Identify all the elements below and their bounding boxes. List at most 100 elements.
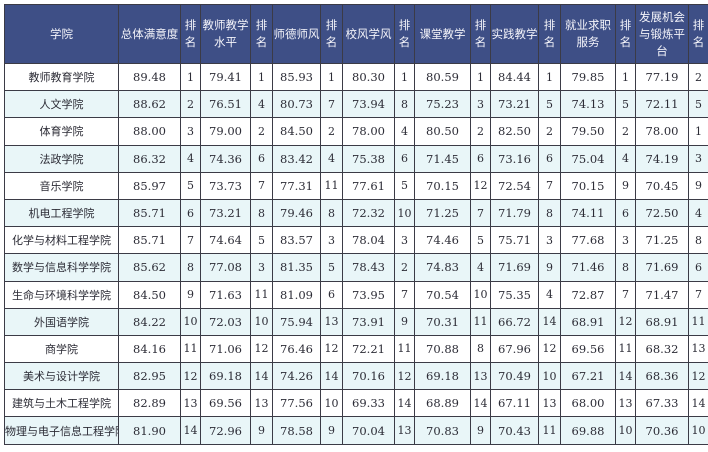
rank-cell: 8 xyxy=(250,198,273,228)
score-cell: 80.30 xyxy=(342,62,395,92)
rank-cell: 8 xyxy=(688,226,708,255)
header-metric: 教师教学水平 xyxy=(200,4,251,64)
table-row: 音乐学院 85.97 5 73.73 7 77.31 11 77.61 5 70.15 12 72.5… xyxy=(4,171,708,200)
header-rank: 排名 xyxy=(615,4,636,64)
score-cell: 72.11 xyxy=(635,90,689,119)
score-cell: 71.46 xyxy=(560,253,616,282)
score-cell: 70.16 xyxy=(342,362,395,391)
header-metric: 发展机会与锻炼平台 xyxy=(635,4,689,64)
rank-cell: 1 xyxy=(470,62,491,92)
rank-cell: 10 xyxy=(688,416,708,445)
rank-cell: 5 xyxy=(615,90,636,119)
rank-cell: 5 xyxy=(538,90,561,119)
score-cell: 69.88 xyxy=(560,416,616,445)
rank-cell: 10 xyxy=(615,416,636,445)
rank-cell: 7 xyxy=(180,226,201,255)
rank-cell: 6 xyxy=(180,198,201,228)
score-cell: 77.08 xyxy=(200,253,251,282)
table-row: 美术与设计学院 82.95 12 69.18 14 74.26 14 70.16 12 69.18… xyxy=(4,362,708,391)
score-cell: 72.54 xyxy=(490,171,539,200)
score-cell: 85.62 xyxy=(118,253,181,282)
rank-cell: 1 xyxy=(688,117,708,146)
college-name-cell: 机电工程学院 xyxy=(4,198,119,228)
rank-cell: 9 xyxy=(320,416,343,445)
college-name-cell: 人文学院 xyxy=(4,90,119,119)
score-cell: 88.00 xyxy=(118,117,181,146)
rank-cell: 3 xyxy=(394,226,415,255)
score-cell: 72.96 xyxy=(200,416,251,445)
rank-cell: 12 xyxy=(538,334,561,364)
score-cell: 74.36 xyxy=(200,144,251,173)
rank-cell: 6 xyxy=(470,144,491,173)
score-cell: 71.79 xyxy=(490,198,539,228)
score-cell: 71.25 xyxy=(414,198,471,228)
college-name-cell: 建筑与土木工程学院 xyxy=(4,389,119,418)
score-cell: 67.21 xyxy=(560,362,616,391)
score-cell: 82.50 xyxy=(490,117,539,146)
rank-cell: 14 xyxy=(615,362,636,391)
score-cell: 74.83 xyxy=(414,253,471,282)
rank-cell: 2 xyxy=(394,253,415,282)
rank-cell: 5 xyxy=(394,171,415,200)
rank-cell: 1 xyxy=(615,62,636,92)
score-cell: 77.31 xyxy=(272,171,321,200)
rank-cell: 9 xyxy=(394,307,415,336)
rank-cell: 11 xyxy=(320,171,343,200)
header-rank: 排名 xyxy=(320,4,343,64)
rank-cell: 6 xyxy=(394,144,415,173)
rank-cell: 3 xyxy=(180,117,201,146)
rank-cell: 14 xyxy=(688,389,708,418)
score-cell: 69.56 xyxy=(200,389,251,418)
rank-cell: 2 xyxy=(320,117,343,146)
table-row: 体育学院 88.00 3 79.00 2 84.50 2 78.00 4 80.50 2 82.50 2… xyxy=(4,117,708,146)
score-cell: 67.33 xyxy=(635,389,689,418)
rank-cell: 7 xyxy=(320,90,343,119)
score-cell: 68.36 xyxy=(635,362,689,391)
score-cell: 84.50 xyxy=(118,280,181,309)
score-cell: 79.41 xyxy=(200,62,251,92)
score-cell: 74.19 xyxy=(635,144,689,173)
score-cell: 66.72 xyxy=(490,307,539,336)
rank-cell: 13 xyxy=(615,389,636,418)
score-cell: 70.45 xyxy=(635,171,689,200)
score-cell: 70.83 xyxy=(414,416,471,445)
college-name-cell: 生命与环境科学学院 xyxy=(4,280,119,309)
score-cell: 81.35 xyxy=(272,253,321,282)
score-cell: 75.38 xyxy=(342,144,395,173)
rank-cell: 14 xyxy=(394,389,415,418)
rank-cell: 4 xyxy=(320,144,343,173)
table-row: 外国语学院 84.22 10 72.03 10 75.94 13 73.91 9 70.31 11 6… xyxy=(4,307,708,336)
rank-cell: 9 xyxy=(615,171,636,200)
rank-cell: 14 xyxy=(180,416,201,445)
score-cell: 80.73 xyxy=(272,90,321,119)
rank-cell: 4 xyxy=(470,253,491,282)
rank-cell: 9 xyxy=(180,280,201,309)
header-rank: 排名 xyxy=(688,4,708,64)
rank-cell: 4 xyxy=(538,280,561,309)
table-row: 教师教育学院 89.48 1 79.41 1 85.93 1 80.30 1 80.59 1 84.4… xyxy=(4,62,708,92)
score-cell: 71.45 xyxy=(414,144,471,173)
score-cell: 74.11 xyxy=(560,198,616,228)
score-cell: 70.36 xyxy=(635,416,689,445)
score-cell: 73.91 xyxy=(342,307,395,336)
rank-cell: 5 xyxy=(250,226,273,255)
score-cell: 73.21 xyxy=(200,198,251,228)
header-rank: 排名 xyxy=(470,4,491,64)
rank-cell: 3 xyxy=(470,90,491,119)
score-cell: 71.63 xyxy=(200,280,251,309)
score-cell: 68.32 xyxy=(635,334,689,364)
score-cell: 73.73 xyxy=(200,171,251,200)
college-name-cell: 化学与材料工程学院 xyxy=(4,226,119,255)
college-name-cell: 音乐学院 xyxy=(4,171,119,200)
rank-cell: 4 xyxy=(180,144,201,173)
score-cell: 71.06 xyxy=(200,334,251,364)
score-cell: 67.96 xyxy=(490,334,539,364)
score-cell: 68.91 xyxy=(560,307,616,336)
score-cell: 85.71 xyxy=(118,226,181,255)
table-row: 建筑与土木工程学院 82.89 13 69.56 13 77.56 10 69.33 14 68.… xyxy=(4,389,708,418)
score-cell: 77.19 xyxy=(635,62,689,92)
rank-cell: 12 xyxy=(615,307,636,336)
score-cell: 72.32 xyxy=(342,198,395,228)
rank-cell: 6 xyxy=(615,198,636,228)
rank-cell: 2 xyxy=(180,90,201,119)
